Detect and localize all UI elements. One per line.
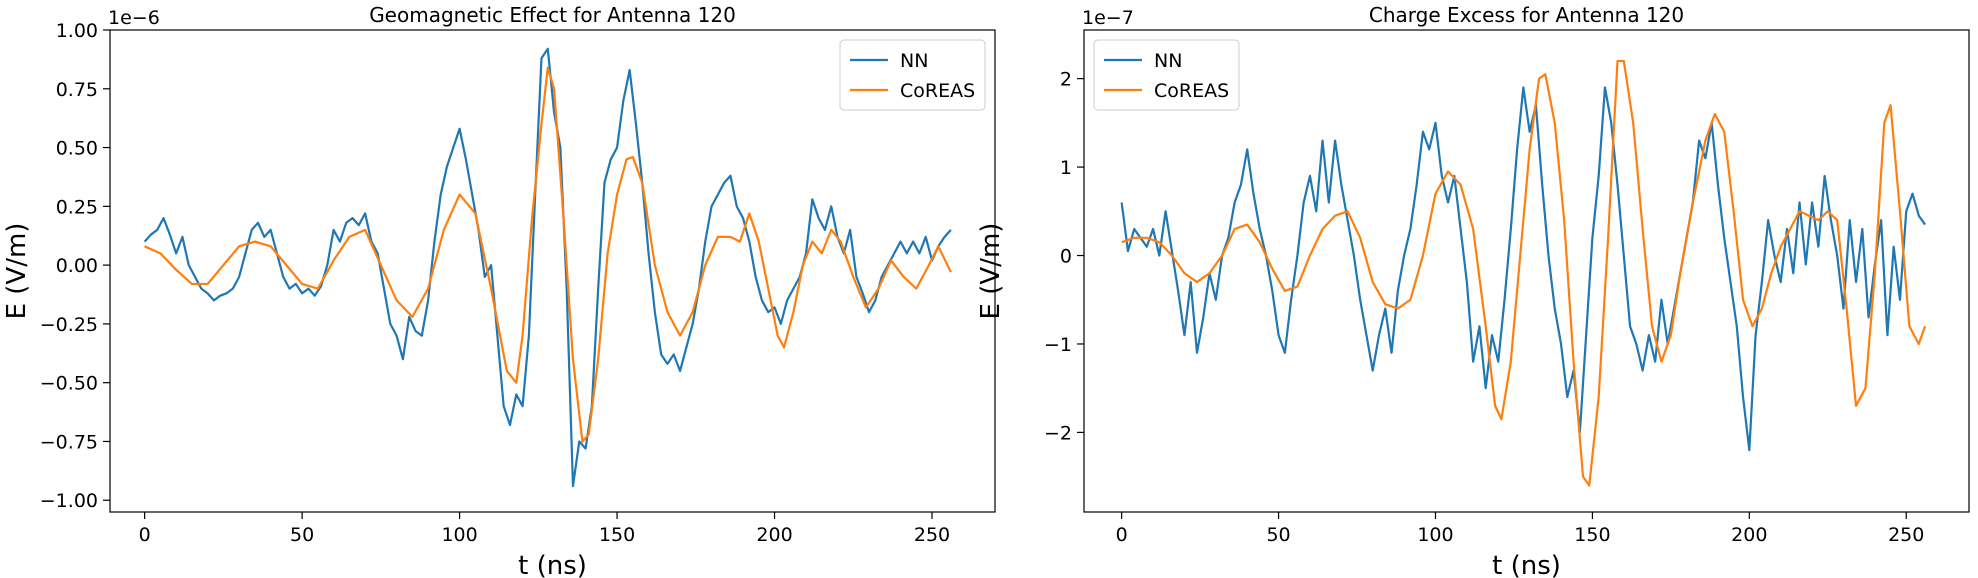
- y-tick-label: 0.25: [56, 196, 98, 218]
- plot-area: [1120, 59, 1927, 487]
- plot-area: [143, 47, 952, 488]
- x-tick-label: 100: [1417, 524, 1453, 546]
- x-tick-label: 50: [1266, 524, 1290, 546]
- x-tick-label: 150: [1574, 524, 1610, 546]
- y-tick-label: 0: [1060, 246, 1072, 268]
- x-tick-label: 100: [441, 524, 477, 546]
- y-tick-label: 2: [1060, 69, 1072, 91]
- legend-box: [839, 39, 986, 111]
- chart-geomagnetic: 0 50 100 150 200 250 −1.00 −0.75 −0.50 −0.25 0.00 0…: [2, 3, 996, 578]
- y-tick-label: −0.75: [40, 431, 98, 453]
- series-line-nn: [143, 47, 952, 488]
- y-tick-label: −1.00: [40, 490, 98, 512]
- x-tick-label: 150: [599, 524, 635, 546]
- y-tick-label: 1: [1060, 157, 1072, 179]
- legend-label-coreas: CoREAS: [900, 80, 975, 102]
- legend: NN CoREAS: [1093, 39, 1240, 111]
- axes-frame: [1083, 29, 1970, 513]
- axes-frame: [109, 29, 996, 513]
- x-tick-label: 200: [1731, 524, 1767, 546]
- series-line-coreas: [144, 66, 952, 443]
- y-axis-label: E (V/m): [976, 223, 1006, 320]
- x-tick-label: 0: [1116, 524, 1128, 546]
- y-tick-label: −1: [1044, 334, 1072, 356]
- x-tick-label: 250: [1888, 524, 1924, 546]
- y-offset-label: 1e−6: [108, 7, 160, 29]
- y-tick-label: 0.00: [56, 255, 98, 277]
- x-tick-label: 250: [914, 524, 950, 546]
- series-line-coreas: [1121, 59, 1927, 487]
- y-tick-label: −0.50: [40, 373, 98, 395]
- legend-box: [1093, 39, 1240, 111]
- chart-charge-excess: 0 50 100 150 200 250 −2 −1 0 1 2 1e−7 Charge Excess …: [976, 3, 1970, 578]
- legend-label-coreas: CoREAS: [1154, 80, 1229, 102]
- y-tick-label: −2: [1044, 422, 1072, 444]
- y-tick-label: 0.75: [56, 79, 98, 101]
- legend: NN CoREAS: [839, 39, 986, 111]
- chart-title: Charge Excess for Antenna 120: [1369, 3, 1684, 27]
- y-tick-label: 1.00: [56, 20, 98, 42]
- x-axis-label: t (ns): [518, 551, 587, 578]
- legend-label-nn: NN: [1154, 50, 1182, 72]
- x-tick-label: 0: [139, 524, 151, 546]
- x-tick-label: 200: [756, 524, 792, 546]
- series-line-nn: [1120, 86, 1926, 452]
- x-axis-label: t (ns): [1492, 551, 1561, 578]
- y-tick-label: 0.50: [56, 138, 98, 160]
- y-axis-label: E (V/m): [2, 223, 32, 320]
- legend-label-nn: NN: [900, 50, 928, 72]
- y-offset-label: 1e−7: [1082, 7, 1134, 29]
- y-tick-label: −0.25: [40, 314, 98, 336]
- chart-title: Geomagnetic Effect for Antenna 120: [369, 3, 736, 27]
- x-tick-label: 50: [290, 524, 314, 546]
